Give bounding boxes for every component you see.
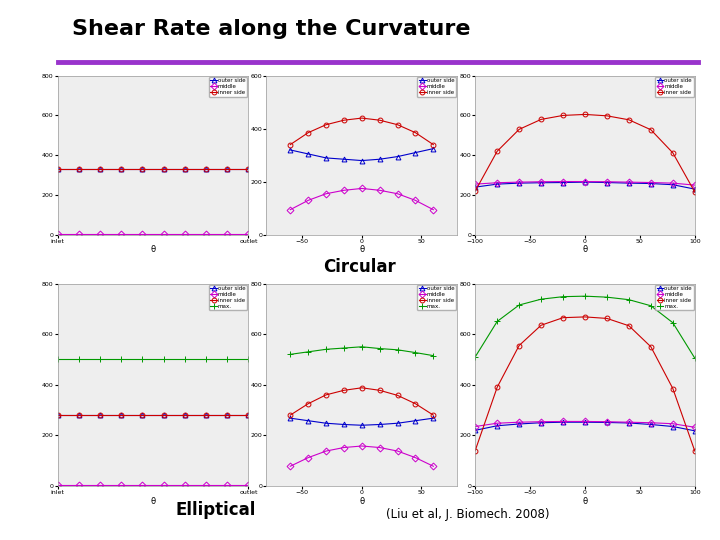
Legend: outer side, middle, inner side: outer side, middle, inner side: [209, 77, 247, 97]
Text: Elliptical: Elliptical: [176, 501, 256, 519]
Text: Circular: Circular: [323, 258, 397, 276]
X-axis label: θ: θ: [150, 497, 156, 505]
X-axis label: θ: θ: [359, 246, 364, 254]
Legend: outer side, middle, inner side: outer side, middle, inner side: [418, 77, 456, 97]
Legend: outer side, middle, inner side, max.: outer side, middle, inner side, max.: [209, 285, 247, 310]
X-axis label: θ: θ: [582, 246, 588, 254]
Legend: outer side, middle, inner side, max.: outer side, middle, inner side, max.: [418, 285, 456, 310]
X-axis label: θ: θ: [582, 497, 588, 505]
Legend: outer side, middle, inner side, max.: outer side, middle, inner side, max.: [655, 285, 693, 310]
Text: Shear Rate along the Curvature: Shear Rate along the Curvature: [72, 19, 470, 39]
Text: (Liu et al, J. Biomech. 2008): (Liu et al, J. Biomech. 2008): [386, 508, 550, 521]
X-axis label: θ: θ: [150, 246, 156, 254]
Legend: outer side, middle, inner side: outer side, middle, inner side: [655, 77, 693, 97]
X-axis label: θ: θ: [359, 497, 364, 505]
